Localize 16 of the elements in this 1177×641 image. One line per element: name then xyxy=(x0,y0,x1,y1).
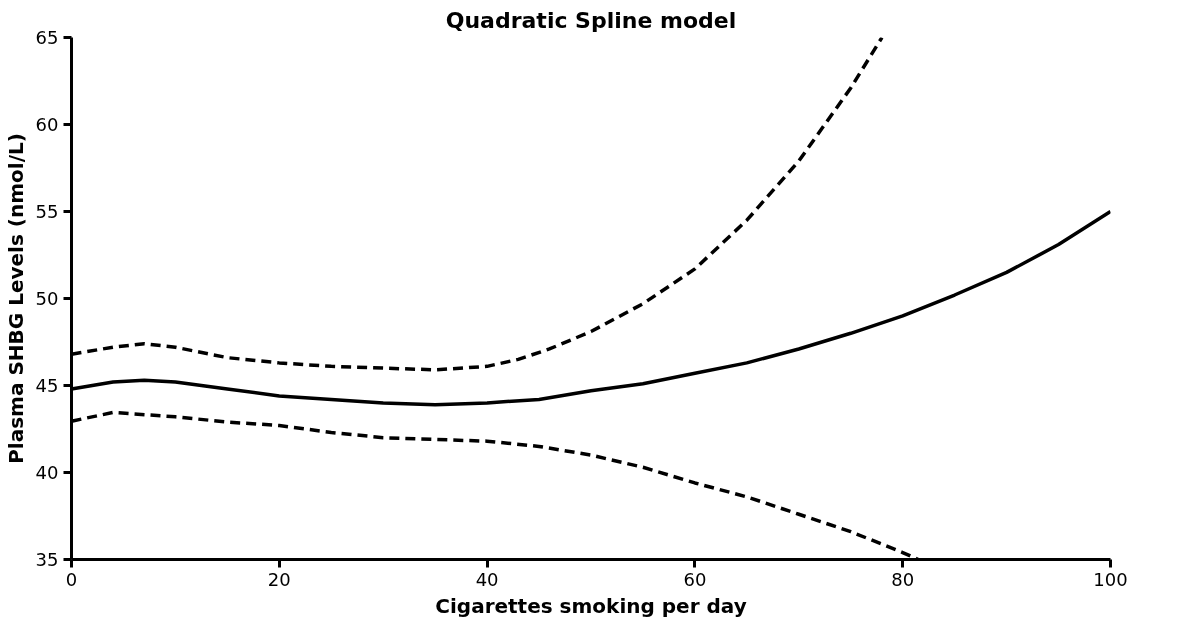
chart-title: Quadratic Spline model xyxy=(445,7,737,33)
x-axis-title: Cigarettes smoking per day xyxy=(435,593,747,618)
y-tick-label: 35 xyxy=(35,549,59,570)
y-tick-label: 45 xyxy=(35,375,59,396)
y-tick-label: 50 xyxy=(35,288,59,309)
y-tick-label: 60 xyxy=(35,114,59,135)
x-tick-label: 60 xyxy=(683,568,707,590)
x-tick-label: 80 xyxy=(891,568,915,590)
y-axis-title: Plasma SHBG Levels (nmol/L) xyxy=(3,133,28,464)
y-tick-label: 65 xyxy=(35,27,59,48)
y-tick-label: 55 xyxy=(35,201,59,222)
x-tick-label: 100 xyxy=(1093,568,1128,590)
x-tick-label: 20 xyxy=(267,568,291,590)
y-tick-label: 40 xyxy=(35,462,59,483)
x-tick-label: 0 xyxy=(65,568,78,590)
x-tick-label: 40 xyxy=(475,568,499,590)
